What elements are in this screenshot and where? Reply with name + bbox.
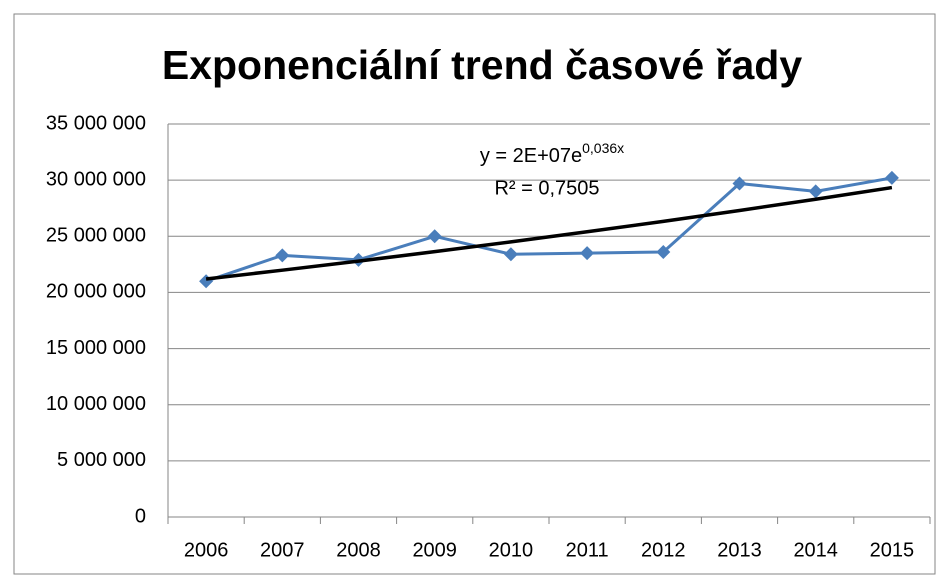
equation: y = 2E+07e — [480, 145, 582, 167]
x-tick-label: 2009 — [412, 539, 457, 561]
equation-exponent: 0,036x — [582, 140, 624, 156]
y-tick-label: 15 000 000 — [46, 337, 146, 359]
x-tick-label: 2013 — [717, 539, 762, 561]
x-tick-label: 2006 — [184, 539, 229, 561]
series-line — [205, 176, 893, 283]
marker — [275, 248, 290, 263]
y-tick-label: 10 000 000 — [46, 393, 146, 415]
y-tick-label: 35 000 000 — [46, 112, 146, 134]
marker — [427, 229, 442, 244]
chart-title: Exponenciální trend časové řady — [162, 42, 802, 88]
marker — [580, 246, 595, 261]
x-tick-label: 2014 — [793, 539, 838, 561]
marker — [732, 176, 747, 191]
x-tick-label: 2015 — [870, 539, 915, 561]
x-tick-label: 2012 — [641, 539, 686, 561]
y-tick-label: 30 000 000 — [46, 168, 146, 190]
r-squared: R² = 0,7505 — [494, 177, 599, 199]
marker — [884, 170, 899, 185]
marker — [503, 247, 518, 262]
marker — [808, 184, 823, 199]
x-tick-label: 2011 — [566, 539, 609, 561]
x-tick-label: 2010 — [489, 539, 534, 561]
y-tick-label: 0 — [135, 505, 146, 527]
y-tick-label: 5 000 000 — [57, 449, 146, 471]
trend-equation: y = 2E+07e0,036x — [480, 140, 624, 168]
y-tick-label: 25 000 000 — [46, 225, 146, 247]
marker — [656, 245, 671, 260]
x-tick-label: 2007 — [260, 539, 305, 561]
x-tick-label: 2008 — [336, 539, 381, 561]
trendline — [205, 185, 893, 281]
y-tick-label: 20 000 000 — [46, 281, 146, 303]
chart-border — [13, 13, 936, 575]
